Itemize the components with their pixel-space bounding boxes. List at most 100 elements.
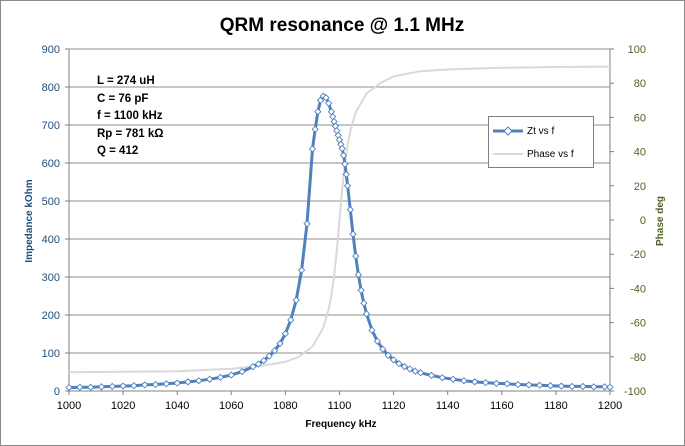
data-point-zt bbox=[339, 151, 348, 160]
y-axis-label: Impedance kOhm bbox=[24, 179, 35, 262]
x-tick-label: 1000 bbox=[57, 400, 81, 412]
data-point-zt bbox=[119, 382, 127, 390]
data-point-zt bbox=[314, 108, 322, 116]
legend-entry-zt: Zt vs f bbox=[493, 124, 554, 138]
y-tick-label: 0 bbox=[54, 386, 60, 398]
data-point-zt bbox=[546, 382, 555, 390]
data-point-zt bbox=[173, 379, 181, 387]
data-point-zt bbox=[384, 351, 392, 359]
data-point-zt bbox=[65, 383, 73, 392]
x-tick-label: 1200 bbox=[598, 400, 622, 412]
data-point-zt bbox=[87, 383, 95, 391]
data-point-zt bbox=[260, 356, 268, 365]
y2-tick-label: -100 bbox=[624, 386, 646, 398]
y-tick-label: 200 bbox=[42, 310, 60, 322]
data-point-zt bbox=[108, 382, 116, 391]
annotation-line: C = 76 pF bbox=[97, 92, 149, 105]
y2-tick-label: -20 bbox=[630, 249, 646, 261]
x-tick-label: 1040 bbox=[165, 400, 189, 412]
annotation-line: L = 274 uH bbox=[97, 75, 155, 87]
legend-entry-phase: Phase vs f bbox=[493, 147, 574, 161]
data-point-zt bbox=[141, 381, 149, 389]
data-point-zt bbox=[449, 375, 457, 383]
data-point-zt bbox=[590, 383, 598, 391]
data-point-zt bbox=[316, 96, 325, 104]
data-point-zt bbox=[342, 170, 350, 179]
data-point-zt bbox=[438, 374, 446, 382]
legend-swatch-zt bbox=[493, 126, 523, 136]
x-tick-label: 1020 bbox=[111, 400, 135, 412]
data-point-zt bbox=[349, 230, 357, 238]
data-point-zt bbox=[395, 360, 403, 368]
data-point-zt bbox=[341, 160, 349, 168]
data-point-zt bbox=[481, 379, 490, 387]
data-point-zt bbox=[322, 94, 330, 102]
data-point-zt bbox=[362, 310, 371, 318]
data-point-zt bbox=[514, 380, 522, 389]
data-point-zt bbox=[281, 329, 290, 338]
y-tick-label: 900 bbox=[42, 44, 60, 56]
y-tick-label: 700 bbox=[42, 120, 60, 132]
y2-tick-label: -60 bbox=[630, 318, 646, 330]
y-tick-label: 300 bbox=[42, 272, 60, 284]
data-point-zt bbox=[184, 378, 192, 386]
y-tick-label: 100 bbox=[42, 348, 60, 360]
data-point-zt bbox=[162, 380, 171, 388]
data-point-zt bbox=[357, 286, 365, 294]
data-point-zt bbox=[151, 380, 160, 389]
data-point-zt bbox=[427, 371, 436, 380]
data-point-zt bbox=[346, 206, 354, 214]
data-point-zt bbox=[227, 371, 235, 379]
y2-tick-label: -80 bbox=[630, 352, 646, 364]
y2-tick-label: 0 bbox=[640, 215, 646, 227]
data-point-zt bbox=[97, 383, 106, 391]
data-point-zt bbox=[338, 144, 346, 153]
x-tick-label: 1120 bbox=[382, 400, 406, 412]
x-tick-label: 1160 bbox=[490, 400, 514, 412]
data-point-zt bbox=[406, 365, 414, 373]
data-point-zt bbox=[417, 369, 425, 377]
legend: Zt vs f Phase vs f bbox=[488, 116, 594, 168]
data-point-zt bbox=[254, 360, 262, 368]
y2-tick-label: 40 bbox=[634, 147, 646, 159]
chart-title: QRM resonance @ 1.1 MHz bbox=[220, 15, 464, 36]
data-point-zt bbox=[238, 367, 246, 376]
data-point-zt bbox=[557, 382, 565, 390]
data-point-zt bbox=[287, 316, 295, 324]
data-point-zt bbox=[368, 326, 376, 334]
data-point-zt bbox=[460, 377, 468, 385]
legend-label-zt: Zt vs f bbox=[527, 125, 555, 137]
data-point-zt bbox=[360, 299, 368, 307]
data-point-zt bbox=[130, 382, 138, 390]
y-tick-label: 600 bbox=[42, 158, 60, 170]
data-point-zt bbox=[249, 363, 257, 371]
y-tick-label: 500 bbox=[42, 196, 60, 208]
x-tick-label: 1180 bbox=[544, 400, 568, 412]
y2-tick-label: 20 bbox=[634, 181, 646, 193]
data-point-zt bbox=[265, 352, 273, 360]
data-point-zt bbox=[536, 381, 544, 389]
y2-tick-label: 100 bbox=[628, 44, 646, 56]
y2-tick-label: 80 bbox=[634, 78, 646, 90]
data-point-zt bbox=[297, 266, 306, 274]
x-tick-label: 1080 bbox=[273, 400, 297, 412]
data-point-zt bbox=[76, 383, 84, 391]
x-tick-label: 1140 bbox=[436, 400, 460, 412]
data-point-zt bbox=[352, 252, 360, 260]
data-point-zt bbox=[216, 373, 225, 381]
data-point-zt bbox=[525, 381, 533, 389]
data-point-zt bbox=[270, 347, 279, 355]
data-point-zt bbox=[471, 378, 479, 386]
data-point-zt bbox=[568, 382, 576, 391]
data-point-zt bbox=[325, 99, 333, 107]
data-point-zt bbox=[311, 125, 319, 133]
x-tick-label: 1100 bbox=[328, 400, 352, 412]
parameter-annotation: L = 274 uH C = 76 pF f = 1100 kHz Rp = 7… bbox=[97, 73, 163, 161]
data-point-zt bbox=[606, 383, 614, 391]
data-point-zt bbox=[379, 345, 387, 353]
data-point-zt bbox=[195, 377, 203, 385]
data-point-zt bbox=[343, 182, 352, 190]
annotation-line: f = 1100 kHz bbox=[97, 110, 163, 122]
